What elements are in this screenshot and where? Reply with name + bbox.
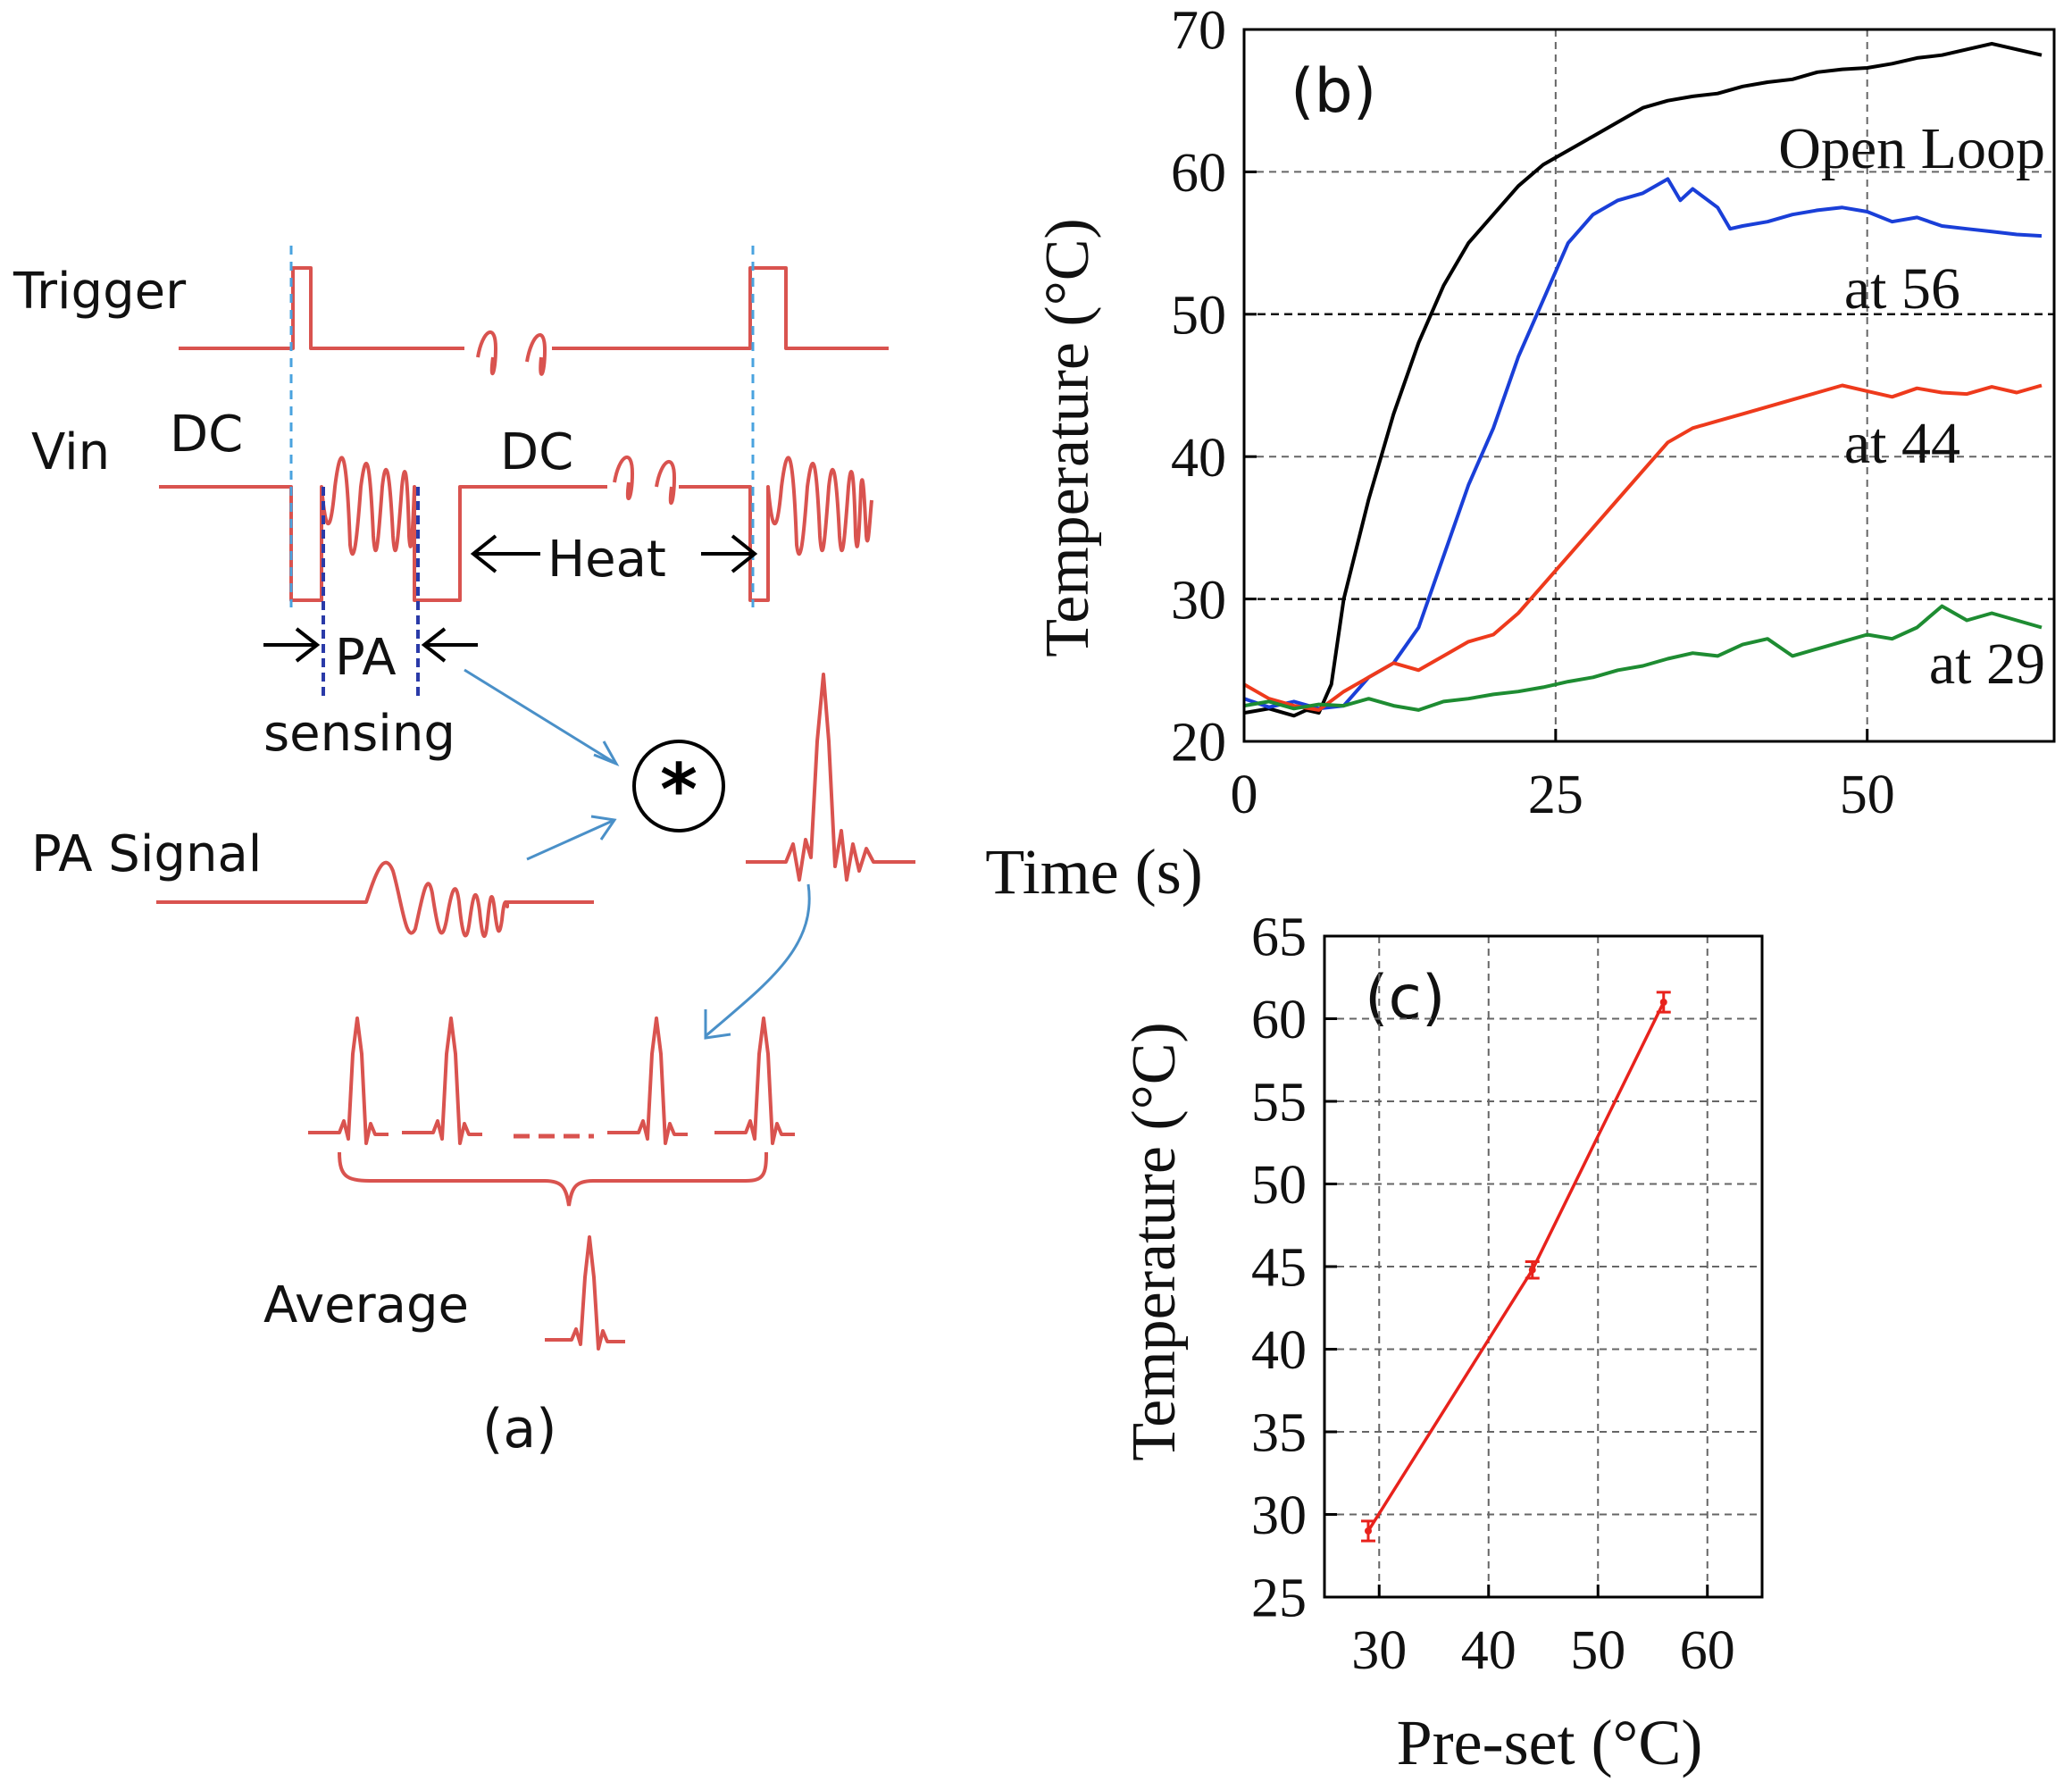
- chart-c: (c) Pre-set (°C) Temperature (°C) 30 40 50…: [1120, 908, 1764, 1778]
- chart-b-panel-label: (b): [1291, 56, 1376, 127]
- trigger-label: Trigger: [13, 263, 187, 321]
- chart-b-xlabel: Time (s): [985, 836, 1202, 908]
- c-ytick-label-6: 55: [1251, 1073, 1307, 1133]
- c-ytick-label-4: 45: [1251, 1238, 1307, 1299]
- convolution-symbol: *: [660, 749, 698, 832]
- c-point-1: [1528, 1266, 1536, 1274]
- peak-2: [402, 1016, 482, 1145]
- c-ytick-label-3: 40: [1251, 1320, 1307, 1381]
- chart-c-xlabel: Pre-set (°C): [1397, 1707, 1703, 1778]
- chart-c-plot-frame: [1323, 934, 1764, 1599]
- convolution-circle: [632, 740, 725, 832]
- b-ytick-label-4: 60: [1171, 143, 1226, 204]
- pa-label: PA: [335, 629, 397, 687]
- trigger-waveform: [179, 266, 889, 350]
- c-ytick-label-7: 60: [1251, 990, 1307, 1050]
- b-xtick-label-0: 0: [1231, 765, 1258, 825]
- c-ytick-label-2: 35: [1251, 1403, 1307, 1464]
- b-series-line-2: [1243, 383, 2043, 712]
- average-peak: [545, 1235, 625, 1351]
- pa-signal-label: PA Signal: [31, 825, 262, 883]
- sensing-label: sensing: [263, 705, 455, 763]
- b-series-line-3: [1243, 604, 2043, 712]
- c-xtick-label-1: 40: [1461, 1620, 1516, 1681]
- pa-signal-to-conv-arrow: [526, 815, 617, 861]
- chart-c-series: [1361, 991, 1671, 1543]
- b-ytick-label-3: 50: [1171, 286, 1226, 347]
- b-xtick-label-1: 25: [1528, 765, 1583, 825]
- average-brace: [338, 1151, 768, 1207]
- c-xtick-label-2: 50: [1570, 1620, 1625, 1681]
- c-point-0: [1365, 1527, 1372, 1535]
- peak-1: [308, 1016, 388, 1145]
- chart-b-plot-frame: [1242, 28, 2056, 743]
- pa-sensing-to-conv-arrow: [464, 668, 620, 766]
- c-point-2: [1659, 999, 1667, 1006]
- trigger-break-mark: [476, 330, 547, 376]
- vin-break-mark: [613, 455, 676, 506]
- b-series-label-2: at 44: [1844, 411, 1960, 476]
- b-ytick-label-2: 40: [1171, 428, 1226, 489]
- pa-signal-waveform: [156, 860, 594, 939]
- average-label: Average: [263, 1276, 469, 1334]
- peak-train: [308, 1016, 795, 1145]
- b-ytick-label-0: 20: [1171, 713, 1226, 774]
- chart-c-grid: [1324, 936, 1762, 1597]
- b-series-label-0: Open Loop: [1778, 116, 2045, 181]
- correlation-result-waveform: [746, 673, 915, 882]
- pa-arrow-right: [421, 627, 478, 663]
- chart-b-ticks: 0 25 50 20 30 40 50 60 70: [1171, 1, 1895, 825]
- chart-b-ylabel: Temperature (°C): [1033, 218, 1102, 657]
- chart-b-series-labels: Open Loop at 56 at 44 at 29: [1778, 116, 2045, 697]
- c-xtick-label-3: 60: [1680, 1620, 1735, 1681]
- b-xtick-label-2: 50: [1840, 765, 1895, 825]
- heat-label: Heat: [547, 531, 666, 589]
- dc-left-label: DC: [170, 406, 243, 464]
- heat-arrow-right: [701, 534, 758, 573]
- peak-3: [607, 1016, 688, 1145]
- chart-c-panel-label: (c): [1365, 963, 1445, 1033]
- result-to-train-arrow: [704, 883, 811, 1040]
- b-series-label-3: at 29: [1929, 632, 2045, 697]
- c-xtick-label-0: 30: [1351, 1620, 1407, 1681]
- panel-a-label: (a): [482, 1398, 557, 1460]
- c-ytick-label-0: 25: [1251, 1568, 1307, 1629]
- c-ytick-label-1: 30: [1251, 1485, 1307, 1546]
- c-ytick-label-8: 65: [1251, 908, 1307, 968]
- c-ytick-label-5: 50: [1251, 1155, 1307, 1216]
- chart-c-ylabel: Temperature (°C): [1120, 1022, 1189, 1460]
- chart-c-ticks: 30 40 50 60 25 30 35 40 45 50 55 60 65: [1251, 908, 1735, 1681]
- dc-right-label: DC: [500, 423, 573, 481]
- b-ytick-label-5: 70: [1171, 1, 1226, 62]
- b-ytick-label-1: 30: [1171, 570, 1226, 631]
- vin-label: Vin: [31, 423, 110, 481]
- peak-4: [714, 1016, 795, 1145]
- b-series-label-1: at 56: [1844, 256, 1960, 322]
- panel-a-timing-diagram: Trigger Vin DC DC Heat PA sensing PA Sig…: [13, 246, 915, 1460]
- heat-arrow-left: [470, 534, 540, 573]
- chart-b-series: [1243, 41, 2043, 718]
- vin-waveform: [159, 456, 873, 602]
- chart-b-grid: [1244, 29, 2054, 741]
- b-series-line-0: [1243, 41, 2043, 718]
- pa-arrow-left: [263, 627, 321, 663]
- chart-b: (b) Time (s) Temperature (°C) 0 25 50 20 30 4…: [985, 1, 2056, 908]
